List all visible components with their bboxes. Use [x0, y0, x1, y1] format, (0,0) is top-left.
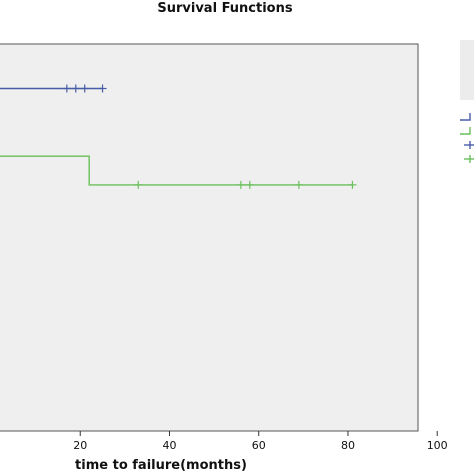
x-tick-label: 100 — [427, 439, 448, 452]
legend-item-4 — [464, 155, 474, 163]
censor-mark — [62, 84, 71, 93]
x-tick-label: 60 — [252, 439, 266, 452]
chart-title: Survival Functions — [157, 1, 292, 16]
x-tick-label: 40 — [162, 439, 176, 452]
censor-mark — [294, 180, 303, 189]
censor-mark — [348, 180, 357, 189]
legend-item-1 — [460, 113, 471, 121]
legend — [460, 113, 474, 163]
survival-step-line-2 — [0, 155, 353, 186]
series-layer — [0, 84, 357, 189]
censor-mark — [71, 84, 80, 93]
censor-mark — [98, 84, 107, 93]
x-tick-label: 20 — [73, 439, 87, 452]
legend-item-2 — [460, 127, 471, 135]
censor-mark — [236, 180, 245, 189]
censor-mark — [245, 180, 254, 189]
x-axis-label: time to failure(months) — [75, 458, 247, 473]
censor-mark — [134, 180, 143, 189]
x-axis: 20 40 60 80 100 — [73, 431, 448, 452]
x-tick-label: 80 — [341, 439, 355, 452]
legend-box — [460, 40, 474, 100]
legend-item-3 — [464, 141, 474, 149]
censor-mark — [80, 84, 89, 93]
plot-area — [0, 43, 419, 432]
